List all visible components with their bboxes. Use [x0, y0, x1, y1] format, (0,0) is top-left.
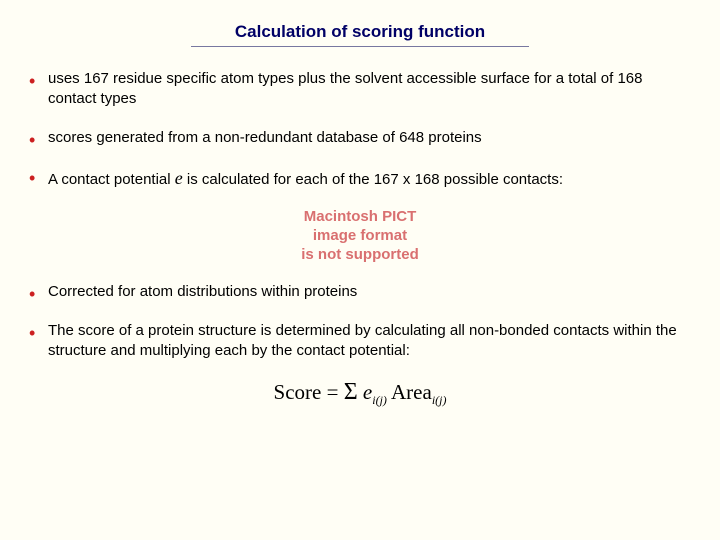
- bullet-item: Corrected for atom distributions within …: [26, 282, 694, 302]
- bullet-list: Corrected for atom distributions within …: [26, 282, 694, 361]
- bullet-item: The score of a protein structure is dete…: [26, 321, 694, 362]
- score-formula: Score = Σ ei(j) Areai(j): [26, 379, 694, 408]
- formula-e: e: [358, 380, 373, 404]
- italic-symbol: e: [175, 168, 183, 188]
- placeholder-line: is not supported: [260, 246, 460, 265]
- bullet-item: scores generated from a non-redundant da…: [26, 128, 694, 148]
- bullet-item: uses 167 residue specific atom types plu…: [26, 69, 694, 110]
- formula-sub: i(j): [372, 393, 387, 407]
- title-container: Calculation of scoring function: [26, 22, 694, 47]
- page-title: Calculation of scoring function: [191, 22, 529, 47]
- bullet-text: uses 167 residue specific atom types plu…: [48, 70, 643, 107]
- placeholder-line: Macintosh PICT: [260, 208, 460, 227]
- bullet-text: scores generated from a non-redundant da…: [48, 129, 482, 146]
- formula-area: Area: [387, 380, 432, 404]
- sigma-symbol: Σ: [344, 379, 358, 405]
- bullet-text: Corrected for atom distributions within …: [48, 283, 357, 300]
- formula-score: Score =: [274, 380, 344, 404]
- bullet-list: uses 167 residue specific atom types plu…: [26, 69, 694, 190]
- bullet-text: The score of a protein structure is dete…: [48, 322, 677, 359]
- placeholder-line: image format: [260, 227, 460, 246]
- missing-image-placeholder: Macintosh PICT image format is not suppo…: [260, 208, 460, 264]
- bullet-text: is calculated for each of the 167 x 168 …: [183, 171, 563, 188]
- bullet-item: A contact potential e is calculated for …: [26, 166, 694, 190]
- formula-sub: i(j): [432, 393, 447, 407]
- bullet-text: A contact potential: [48, 171, 175, 188]
